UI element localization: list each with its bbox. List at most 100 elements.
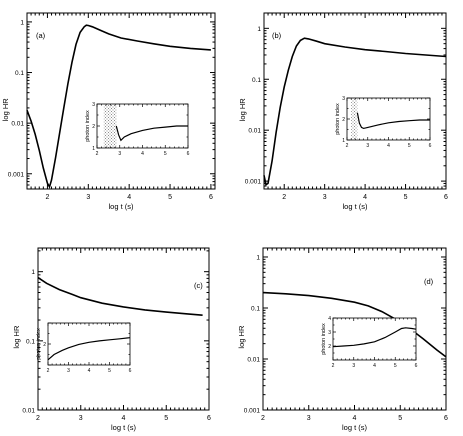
- inset-x-tick-label: 4: [387, 143, 390, 149]
- inset-x-tick-label: 3: [67, 368, 70, 374]
- chart-panel: 2 3 4 5 6 0.001 0.01 0.1 1 log t (s) log HR (b) 2 3 4 5…: [238, 12, 448, 211]
- x-axis-label: log t (s): [108, 202, 134, 211]
- x-tick-label: 2: [282, 194, 286, 201]
- y-tick-label: 0.1: [26, 338, 35, 345]
- x-tick-label: 4: [122, 415, 126, 422]
- y-tick-label: 1: [256, 254, 260, 261]
- hardness-ratio-curve: [26, 24, 211, 189]
- x-axis-label: log t (s): [342, 202, 368, 211]
- hardness-ratio-curve: [263, 37, 447, 187]
- inset-y-tick-label: 4: [328, 316, 331, 322]
- y-tick-label: 1: [257, 26, 261, 33]
- inset-x-tick-label: 6: [429, 143, 432, 149]
- hardness-ratio-curve: [37, 276, 203, 316]
- inset-background: [347, 98, 430, 140]
- inset-y-tick-label: 2: [43, 342, 46, 348]
- y-tick-label: 0.01: [22, 408, 35, 415]
- y-tick-label: 0.001: [8, 171, 25, 178]
- x-tick-label: 2: [36, 415, 40, 422]
- x-tick-label: 2: [45, 194, 49, 201]
- panel-label: (b): [272, 31, 282, 40]
- inset-shaded-region: [351, 98, 358, 140]
- inset-y-axis-label: photon index: [335, 103, 341, 135]
- inset-ticks: [47, 322, 131, 366]
- y-axis-ticks: [38, 250, 209, 411]
- inset-y-tick-label: 1: [92, 146, 95, 152]
- inset-x-tick-label: 5: [408, 143, 411, 149]
- y-axis-ticks: [264, 12, 446, 190]
- x-tick-label: 3: [79, 415, 83, 422]
- inset-y-axis-label: photon index: [85, 110, 91, 142]
- plot-frame: [263, 12, 447, 190]
- inset-x-tick-label: 4: [88, 368, 91, 374]
- x-axis-ticks: [262, 248, 447, 410]
- x-tick-label: 5: [164, 415, 168, 422]
- y-tick-label: 0.1: [251, 305, 260, 312]
- x-tick-label: 4: [353, 415, 357, 422]
- y-tick-label: 0.01: [11, 121, 24, 128]
- y-tick-label: 0.1: [15, 70, 24, 77]
- y-tick-label: 0.001: [245, 179, 262, 186]
- hardness-ratio-curve: [262, 291, 447, 358]
- inset-ticks: [332, 317, 417, 361]
- x-tick-label: 6: [444, 415, 448, 422]
- x-tick-label: 4: [127, 194, 131, 201]
- inset-x-tick-label: 2: [346, 143, 349, 149]
- photon-index-curve: [356, 112, 430, 130]
- x-tick-label: 3: [86, 194, 90, 201]
- x-tick-label: 6: [444, 194, 448, 201]
- inset-x-tick-label: 5: [394, 363, 397, 369]
- inset-x-tick-label: 2: [47, 368, 50, 374]
- inset-y-tick-label: 3: [328, 330, 331, 336]
- inset-x-tick-label: 6: [129, 368, 132, 374]
- inset-y-tick-label: 3: [342, 96, 345, 102]
- inset-background: [333, 318, 416, 360]
- inset-y-axis-label: photon index: [36, 328, 42, 360]
- inset-x-tick-label: 2: [96, 151, 99, 157]
- inset-x-tick-label: 3: [118, 151, 121, 157]
- inset-ticks: [346, 97, 431, 141]
- x-axis-label: log t (s): [342, 423, 368, 432]
- x-tick-label: 6: [209, 194, 213, 201]
- x-axis-ticks: [263, 13, 447, 189]
- x-tick-label: 2: [261, 415, 265, 422]
- inset-y-axis-label: photon index: [321, 323, 327, 355]
- inset-ticks: [96, 103, 189, 149]
- y-axis-label: log HR: [238, 98, 247, 122]
- photon-index-curve: [47, 337, 131, 361]
- inset-y-tick-label: 1: [342, 138, 345, 144]
- y-tick-label: 0.01: [247, 356, 260, 363]
- inset-y-tick-label: 2: [92, 124, 95, 130]
- y-tick-label: 1: [31, 269, 35, 276]
- panel-label: (c): [194, 281, 203, 290]
- photon-index-curve: [115, 125, 188, 142]
- y-tick-label: 0.1: [252, 77, 261, 84]
- inset-x-tick-label: 5: [108, 368, 111, 374]
- panel-label: (a): [36, 31, 46, 40]
- y-tick-label: 1: [20, 19, 24, 26]
- x-axis-label: log t (s): [111, 423, 137, 432]
- x-tick-label: 5: [404, 194, 408, 201]
- x-tick-label: 5: [398, 415, 402, 422]
- inset-x-tick-label: 3: [352, 363, 355, 369]
- x-tick-label: 4: [363, 194, 367, 201]
- y-axis-ticks: [263, 256, 446, 411]
- photon-index-curve: [332, 327, 417, 348]
- inset-x-tick-label: 5: [164, 151, 167, 157]
- y-tick-label: 0.001: [244, 408, 261, 415]
- chart-panel: 2 3 4 5 6 0.001 0.01 0.1 1 log t (s) log HR (d) 2 3 4 5…: [237, 247, 448, 432]
- x-tick-label: 6: [207, 415, 211, 422]
- y-axis-label: log HR: [1, 98, 10, 122]
- inset-shaded-region: [103, 104, 117, 148]
- inset-x-tick-label: 4: [141, 151, 144, 157]
- y-axis-label: log HR: [12, 325, 21, 349]
- x-axis-ticks: [37, 248, 210, 410]
- x-tick-label: 3: [323, 194, 327, 201]
- panel-label: (d): [424, 277, 434, 286]
- inset-y-tick-label: 2: [342, 117, 345, 123]
